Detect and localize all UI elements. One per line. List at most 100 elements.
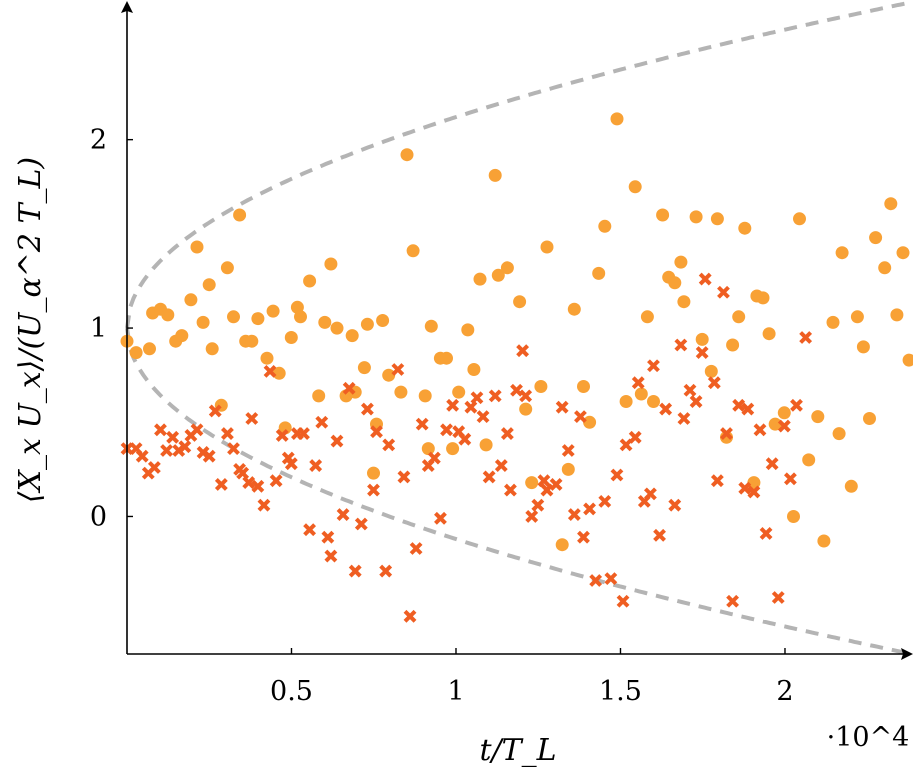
data-point-circle [400,148,414,162]
data-point-cross [668,498,682,512]
data-point-circle [500,261,514,275]
data-point-cross [488,389,502,403]
data-point-circle [357,361,371,375]
data-point-circle [762,327,776,341]
data-points-layer [120,112,913,623]
data-point-cross [360,402,374,416]
data-point-circle [251,312,265,326]
data-point-circle [446,442,460,456]
envelope-lower-line [125,327,911,656]
data-point-cross [510,383,523,397]
data-point-circle [129,346,143,360]
data-point-circle [367,466,380,480]
data-point-cross [236,466,250,480]
x-axis-label: t/T_L [479,733,556,768]
data-point-cross [446,398,460,412]
data-point-cross [747,485,761,499]
data-point-cross [631,376,645,390]
data-point-circle [525,476,539,490]
data-point-circle [440,351,453,365]
data-point-circle [863,412,876,425]
data-point-cross [519,389,533,403]
data-point-circle [345,329,359,343]
data-point-cross [470,391,484,405]
x-tick-label: 1 [447,676,464,707]
data-point-circle [421,442,435,456]
data-point-cross [257,498,271,512]
data-point-cross [458,432,472,446]
data-point-cross [516,344,530,358]
data-point-cross [677,412,691,425]
data-point-circle [726,338,740,352]
ticks-layer: 0.5 1 1.5 2 0 1 2 [90,125,794,707]
data-point-circle [491,268,505,282]
data-point-cross [269,474,283,488]
data-point-circle [272,366,286,380]
data-point-circle [647,395,660,408]
data-point-circle [844,479,858,493]
data-point-cross [427,451,441,465]
data-point-circle [233,208,247,222]
data-point-cross [561,444,575,457]
data-point-circle [394,385,408,399]
data-point-circle [284,331,298,344]
data-point-circle [787,510,800,523]
data-point-cross [135,449,149,463]
data-point-circle [294,310,307,324]
data-point-cross [476,410,490,424]
data-point-circle [619,395,633,408]
data-point-cross [202,449,216,463]
data-point-circle [473,272,487,286]
data-point-cross [214,478,228,491]
data-point-circle [534,380,548,393]
x-axis-arrow-icon [901,648,913,660]
data-point-circle [303,274,317,288]
x-axis-multiplier: ·10^4 [827,722,910,753]
data-point-circle [869,231,883,245]
data-point-circle [890,308,904,322]
data-point-cross [707,376,721,390]
data-point-cross [616,594,630,608]
data-point-cross [336,508,350,521]
data-point-cross [540,483,554,497]
data-point-cross [674,338,688,352]
data-point-cross [354,517,368,531]
data-point-cross [726,594,740,608]
data-point-circle [768,417,782,431]
data-point-cross [440,423,453,437]
data-point-cross [409,542,423,555]
data-point-cross [208,404,222,418]
data-point-circle [278,421,292,435]
data-point-circle [592,266,606,280]
data-point-circle [227,310,240,324]
data-point-cross [275,429,289,442]
data-point-cross [370,425,383,439]
data-point-circle [205,342,219,356]
data-point-cross [628,430,642,444]
data-point-cross [154,423,167,437]
x-tick-label: 0.5 [270,676,313,707]
data-point-circle [452,385,466,399]
data-point-cross [689,395,703,408]
data-point-circle [324,257,338,271]
axes-layer [121,1,913,660]
data-point-circle [561,462,575,476]
data-point-cross [342,381,356,395]
x-tick-label: 1.5 [599,676,642,707]
data-point-circle [519,402,533,416]
data-point-circle [567,302,581,316]
data-point-circle [777,406,791,420]
data-point-cross [720,427,733,440]
data-point-cross [482,470,496,484]
data-point-circle [175,329,189,343]
data-point-circle [826,315,840,329]
data-point-circle [793,212,806,226]
data-point-cross [577,530,590,544]
data-point-cross [683,383,697,397]
data-point-circle [330,321,344,335]
data-point-circle [817,534,831,548]
data-point-circle [461,323,475,337]
data-point-cross [717,285,730,299]
data-point-circle [732,310,746,324]
